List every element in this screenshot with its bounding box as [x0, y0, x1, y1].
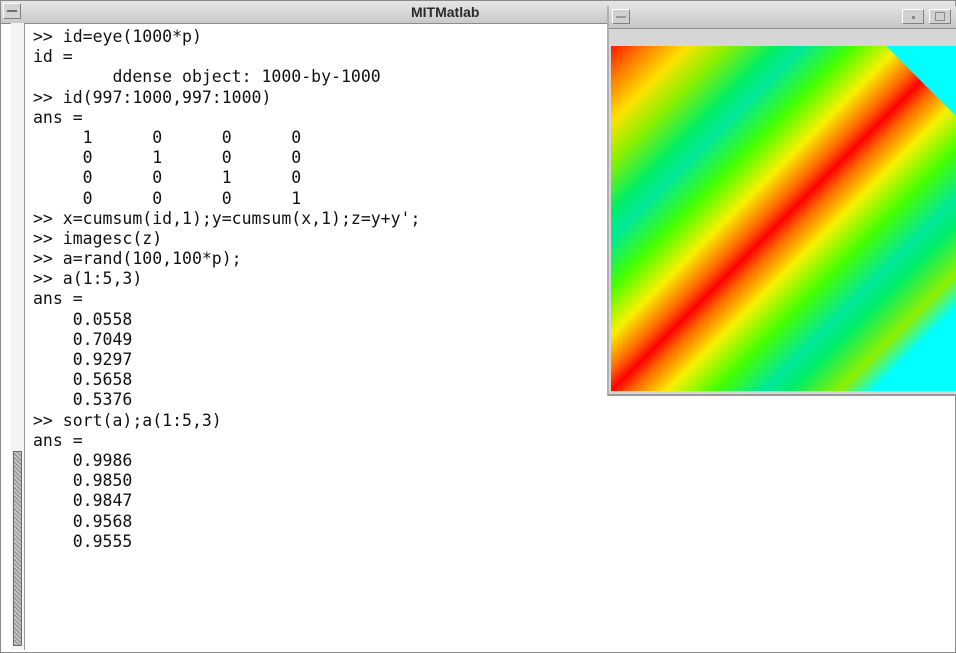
window-menu-button[interactable]: [3, 3, 21, 19]
terminal-line: 0.9847: [33, 491, 133, 511]
terminal-line: 0 1 0 0: [33, 148, 302, 168]
figure-minimize-button[interactable]: [902, 9, 924, 24]
terminal-line: ans =: [33, 107, 83, 127]
terminal-line: 0.9850: [33, 471, 133, 491]
minimize-icon: [912, 16, 915, 19]
terminal-line: >> id(997:1000,997:1000): [33, 87, 272, 107]
terminal-line: ddense object: 1000-by-1000: [33, 67, 381, 87]
figure-titlebar[interactable]: [609, 6, 956, 29]
scrollbar-thumb[interactable]: [13, 451, 22, 646]
vertical-scrollbar[interactable]: [11, 23, 25, 650]
terminal-line: 0 0 1 0: [33, 168, 302, 188]
terminal-line: 0.9568: [33, 511, 133, 531]
terminal-output[interactable]: >> id=eye(1000*p) id = ddense object: 10…: [33, 27, 633, 647]
terminal-line: ans =: [33, 289, 83, 309]
terminal-line: 1 0 0 0: [33, 127, 302, 147]
window-menu-icon: [7, 10, 17, 12]
terminal-line: >> imagesc(z): [33, 228, 163, 248]
imagesc-plot-image: [611, 46, 956, 391]
window-menu-icon: [616, 16, 626, 18]
terminal-line: 0.9297: [33, 350, 133, 369]
terminal-line: >> x=cumsum(id,1);y=cumsum(x,1);z=y+y';: [33, 208, 421, 228]
terminal-line: >> sort(a);a(1:5,3): [33, 410, 222, 430]
terminal-line: 0.5376: [33, 390, 133, 410]
figure-maximize-button[interactable]: [929, 9, 951, 24]
terminal-line: 0.9555: [33, 531, 133, 551]
figure-window[interactable]: [607, 6, 956, 396]
terminal-line: >> a=rand(100,100*p);: [33, 249, 242, 269]
maximize-icon: [935, 12, 945, 21]
terminal-line: >> a(1:5,3): [33, 269, 143, 289]
figure-menu-button[interactable]: [612, 9, 630, 24]
terminal-line: 0.9986: [33, 450, 133, 470]
terminal-line: 0 0 0 1: [33, 188, 302, 208]
terminal-line: 0.7049: [33, 329, 133, 349]
terminal-line: ans =: [33, 430, 83, 450]
terminal-line: >> id=eye(1000*p): [33, 27, 202, 46]
terminal-line: 0.0558: [33, 309, 133, 329]
window-title: MITMatlab: [411, 4, 480, 20]
terminal-line: 0.5658: [33, 370, 133, 390]
terminal-line: id =: [33, 47, 73, 67]
